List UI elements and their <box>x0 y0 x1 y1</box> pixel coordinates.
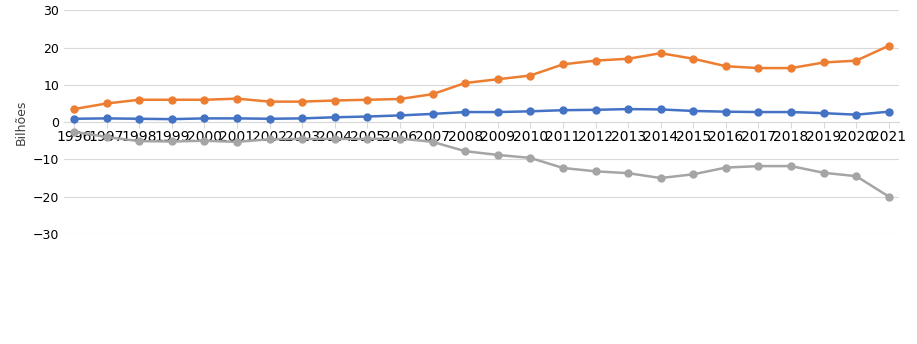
Exportação <box>199 116 210 120</box>
Importação <box>688 57 699 61</box>
Déficit <box>590 169 601 173</box>
Importação <box>394 97 405 101</box>
Exportação <box>166 117 177 121</box>
Déficit <box>525 156 536 160</box>
Importação <box>721 64 732 68</box>
Exportação <box>134 117 145 121</box>
Importação <box>69 107 80 111</box>
Importação <box>166 98 177 102</box>
Importação <box>883 44 894 48</box>
Importação <box>459 81 470 85</box>
Importação <box>786 66 797 70</box>
Déficit <box>362 137 373 141</box>
Exportação <box>656 107 667 111</box>
Importação <box>427 92 438 96</box>
Déficit <box>459 149 470 153</box>
Exportação <box>231 116 242 120</box>
Déficit <box>394 137 405 141</box>
Exportação <box>590 108 601 112</box>
Déficit <box>492 153 503 157</box>
Importação <box>134 98 145 102</box>
Exportação <box>264 117 275 121</box>
Déficit <box>753 164 764 168</box>
Exportação <box>459 110 470 114</box>
Exportação <box>492 110 503 114</box>
Exportação <box>623 107 634 111</box>
Importação <box>753 66 764 70</box>
Exportação <box>394 114 405 118</box>
Déficit <box>101 135 112 139</box>
Exportação <box>427 112 438 116</box>
Importação <box>492 77 503 81</box>
Déficit <box>231 140 242 144</box>
Importação <box>525 74 536 78</box>
Déficit <box>558 166 569 170</box>
Y-axis label: Bilhões: Bilhões <box>15 99 28 145</box>
Importação <box>623 57 634 61</box>
Déficit <box>69 130 80 134</box>
Déficit <box>721 165 732 170</box>
Exportação <box>329 115 340 119</box>
Déficit <box>786 164 797 168</box>
Déficit <box>427 140 438 144</box>
Exportação <box>851 112 862 117</box>
Exportação <box>69 117 80 121</box>
Déficit <box>329 137 340 141</box>
Exportação <box>101 116 112 120</box>
Importação <box>199 98 210 102</box>
Déficit <box>623 171 634 175</box>
Exportação <box>688 109 699 113</box>
Déficit <box>818 171 829 175</box>
Importação <box>656 51 667 55</box>
Exportação <box>362 115 373 119</box>
Importação <box>558 62 569 66</box>
Déficit <box>264 137 275 141</box>
Importação <box>264 99 275 104</box>
Exportação <box>558 108 569 112</box>
Déficit <box>134 139 145 143</box>
Importação <box>362 98 373 102</box>
Déficit <box>656 176 667 180</box>
Importação <box>231 97 242 101</box>
Déficit <box>166 139 177 143</box>
Importação <box>329 98 340 103</box>
Line: Exportação: Exportação <box>71 106 892 122</box>
Déficit <box>883 195 894 199</box>
Exportação <box>296 116 307 120</box>
Exportação <box>818 111 829 115</box>
Exportação <box>786 110 797 114</box>
Déficit <box>851 174 862 178</box>
Déficit <box>688 172 699 176</box>
Line: Déficit: Déficit <box>71 128 892 200</box>
Importação <box>101 101 112 106</box>
Déficit <box>199 139 210 143</box>
Line: Importação: Importação <box>71 42 892 112</box>
Importação <box>590 58 601 63</box>
Exportação <box>525 109 536 114</box>
Déficit <box>296 137 307 141</box>
Exportação <box>721 110 732 114</box>
Importação <box>851 58 862 63</box>
Importação <box>818 61 829 65</box>
Importação <box>296 99 307 104</box>
Exportação <box>883 110 894 114</box>
Exportação <box>753 110 764 114</box>
